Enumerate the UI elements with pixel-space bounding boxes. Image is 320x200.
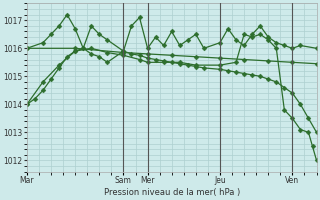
X-axis label: Pression niveau de la mer( hPa ): Pression niveau de la mer( hPa ) xyxy=(104,188,240,197)
